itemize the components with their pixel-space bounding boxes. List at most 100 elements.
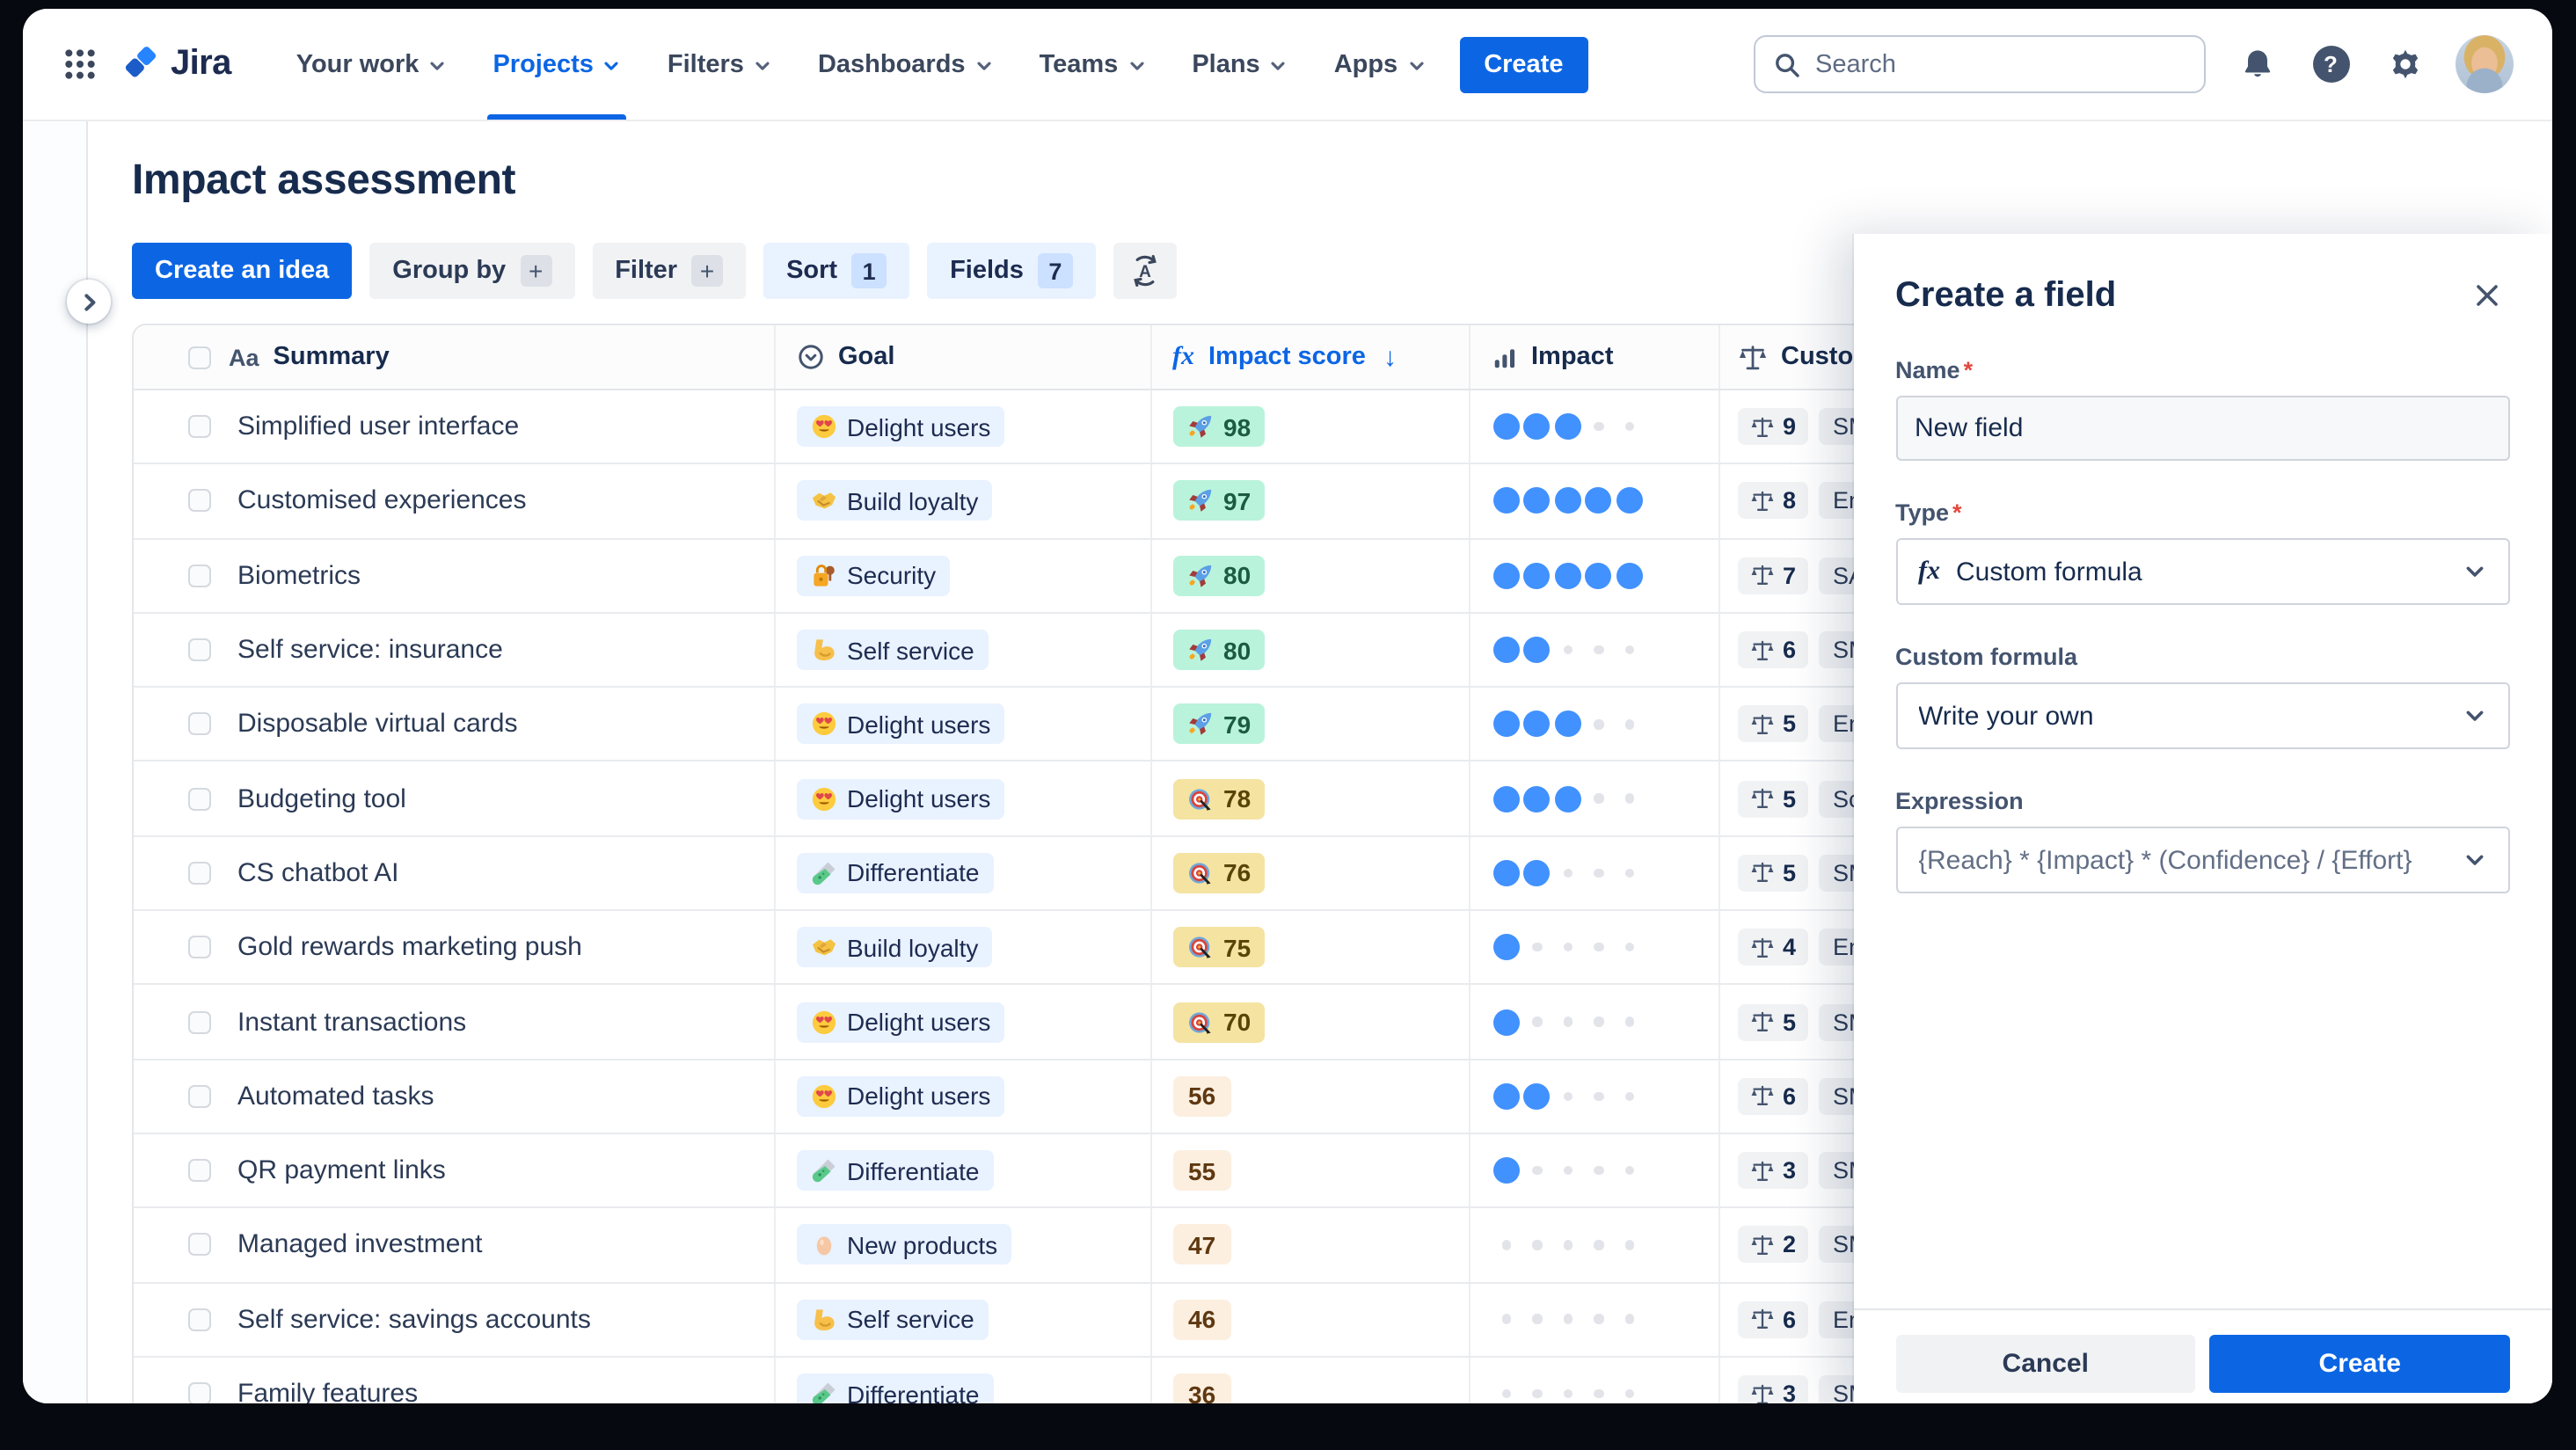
row-checkbox[interactable] bbox=[188, 638, 211, 662]
customer-count-chip[interactable]: 6 bbox=[1737, 1301, 1809, 1338]
customer-count-chip[interactable]: 8 bbox=[1737, 482, 1809, 520]
nav-item-projects[interactable]: Projects bbox=[473, 9, 640, 120]
row-checkbox[interactable] bbox=[188, 1159, 211, 1183]
table-row[interactable]: QR payment linksDifferentiate553SMB bbox=[134, 1133, 2550, 1209]
column-header-goal[interactable]: Goal bbox=[775, 325, 1151, 389]
cancel-button[interactable]: Cancel bbox=[1895, 1335, 2196, 1393]
impact-score-chip[interactable]: 98 bbox=[1172, 406, 1266, 448]
impact-rating[interactable] bbox=[1491, 1305, 1645, 1333]
impact-rating[interactable] bbox=[1491, 1008, 1645, 1036]
impact-rating[interactable] bbox=[1491, 1380, 1645, 1403]
summary-text[interactable]: Automated tasks bbox=[237, 1081, 434, 1111]
customer-count-chip[interactable]: 9 bbox=[1737, 408, 1809, 446]
goal-chip[interactable]: Delight users bbox=[796, 1075, 1005, 1117]
goal-chip[interactable]: New products bbox=[796, 1224, 1012, 1265]
impact-score-chip[interactable]: 97 bbox=[1172, 480, 1266, 521]
field-name-input[interactable] bbox=[1895, 396, 2510, 461]
goal-chip[interactable]: Delight users bbox=[796, 406, 1005, 448]
nav-item-dashboards[interactable]: Dashboards bbox=[799, 9, 1013, 120]
customer-count-chip[interactable]: 2 bbox=[1737, 1226, 1809, 1264]
customer-count-chip[interactable]: 5 bbox=[1737, 705, 1809, 743]
impact-rating[interactable] bbox=[1491, 1231, 1645, 1259]
impact-rating[interactable] bbox=[1491, 784, 1645, 812]
nav-item-teams[interactable]: Teams bbox=[1020, 9, 1166, 120]
goal-chip[interactable]: Build loyalty bbox=[796, 480, 993, 521]
nav-item-apps[interactable]: Apps bbox=[1315, 9, 1446, 120]
goal-chip[interactable]: Differentiate bbox=[796, 852, 994, 893]
goal-chip[interactable]: Build loyalty bbox=[796, 927, 993, 968]
customer-count-chip[interactable]: 6 bbox=[1737, 1077, 1809, 1115]
goal-chip[interactable]: Delight users bbox=[796, 778, 1005, 820]
customer-count-chip[interactable]: 4 bbox=[1737, 929, 1809, 966]
impact-score-chip[interactable]: 46 bbox=[1172, 1299, 1232, 1340]
settings-gear-icon[interactable] bbox=[2382, 41, 2427, 87]
fields-button[interactable]: Fields 7 bbox=[927, 243, 1096, 299]
summary-text[interactable]: QR payment links bbox=[237, 1155, 446, 1186]
expression-select[interactable]: {Reach} * {Impact} * (Confidence} / {Eff… bbox=[1895, 827, 2510, 893]
row-checkbox[interactable] bbox=[188, 861, 211, 885]
summary-text[interactable]: Budgeting tool bbox=[237, 783, 406, 814]
impact-rating[interactable] bbox=[1491, 1082, 1645, 1111]
summary-text[interactable]: Self service: savings accounts bbox=[237, 1304, 591, 1335]
customer-count-chip[interactable]: 5 bbox=[1737, 1003, 1809, 1041]
nav-item-plans[interactable]: Plans bbox=[1172, 9, 1307, 120]
row-checkbox[interactable] bbox=[188, 1233, 211, 1257]
row-checkbox[interactable] bbox=[188, 1382, 211, 1403]
impact-score-chip[interactable]: 76 bbox=[1172, 852, 1266, 893]
close-icon[interactable] bbox=[2464, 273, 2510, 318]
customer-count-chip[interactable]: 5 bbox=[1737, 780, 1809, 818]
row-checkbox[interactable] bbox=[188, 712, 211, 736]
search-box[interactable] bbox=[1754, 35, 2206, 93]
impact-rating[interactable] bbox=[1491, 933, 1645, 961]
user-avatar[interactable] bbox=[2456, 35, 2514, 93]
auto-format-button[interactable]: A bbox=[1113, 243, 1177, 299]
row-checkbox[interactable] bbox=[188, 1010, 211, 1034]
row-checkbox[interactable] bbox=[188, 1084, 211, 1108]
impact-rating[interactable] bbox=[1491, 859, 1645, 887]
create-idea-button[interactable]: Create an idea bbox=[132, 243, 353, 299]
summary-text[interactable]: Disposable virtual cards bbox=[237, 709, 518, 740]
impact-rating[interactable] bbox=[1491, 412, 1645, 441]
goal-chip[interactable]: Self service bbox=[796, 1299, 989, 1340]
impact-score-chip[interactable]: 36 bbox=[1172, 1373, 1232, 1403]
column-header-summary[interactable]: Aa Summary bbox=[134, 325, 775, 389]
table-row[interactable]: BiometricsSecurity807SAAS bbox=[134, 539, 2550, 614]
row-checkbox[interactable] bbox=[188, 415, 211, 439]
customer-count-chip[interactable]: 5 bbox=[1737, 854, 1809, 892]
app-switcher-icon[interactable] bbox=[55, 40, 104, 89]
impact-rating[interactable] bbox=[1491, 710, 1645, 739]
impact-score-chip[interactable]: 79 bbox=[1172, 703, 1266, 745]
sidebar-expand-button[interactable] bbox=[67, 280, 111, 324]
create-button[interactable]: Create bbox=[2209, 1335, 2510, 1393]
goal-chip[interactable]: Delight users bbox=[796, 703, 1005, 745]
goal-chip[interactable]: Differentiate bbox=[796, 1150, 994, 1191]
impact-score-chip[interactable]: 56 bbox=[1172, 1075, 1232, 1117]
goal-chip[interactable]: Self service bbox=[796, 630, 989, 671]
row-checkbox[interactable] bbox=[188, 936, 211, 959]
column-header-impact[interactable]: Impact bbox=[1470, 325, 1719, 389]
summary-text[interactable]: Biometrics bbox=[237, 560, 361, 591]
search-input[interactable] bbox=[1815, 50, 2186, 78]
impact-rating[interactable] bbox=[1491, 487, 1645, 515]
summary-text[interactable]: Family features bbox=[237, 1379, 419, 1403]
impact-score-chip[interactable]: 80 bbox=[1172, 630, 1266, 671]
impact-rating[interactable] bbox=[1491, 1156, 1645, 1184]
impact-score-chip[interactable]: 55 bbox=[1172, 1150, 1232, 1191]
impact-score-chip[interactable]: 80 bbox=[1172, 555, 1266, 596]
column-header-impact-score[interactable]: fx Impact score ↓ bbox=[1151, 325, 1470, 389]
customer-count-chip[interactable]: 6 bbox=[1737, 631, 1809, 669]
custom-formula-select[interactable]: Write your own bbox=[1895, 682, 2510, 749]
filter-button[interactable]: Filter + bbox=[592, 243, 747, 299]
customer-count-chip[interactable]: 3 bbox=[1737, 1375, 1809, 1403]
summary-text[interactable]: Customised experiences bbox=[237, 485, 527, 516]
row-checkbox[interactable] bbox=[188, 787, 211, 811]
row-checkbox[interactable] bbox=[188, 564, 211, 587]
row-checkbox[interactable] bbox=[188, 489, 211, 513]
impact-rating[interactable] bbox=[1491, 561, 1645, 589]
summary-text[interactable]: Managed investment bbox=[237, 1229, 483, 1260]
field-type-select[interactable]: fx Custom formula bbox=[1895, 538, 2510, 605]
jira-logo[interactable]: Jira bbox=[121, 44, 231, 84]
impact-score-chip[interactable]: 75 bbox=[1172, 927, 1266, 968]
